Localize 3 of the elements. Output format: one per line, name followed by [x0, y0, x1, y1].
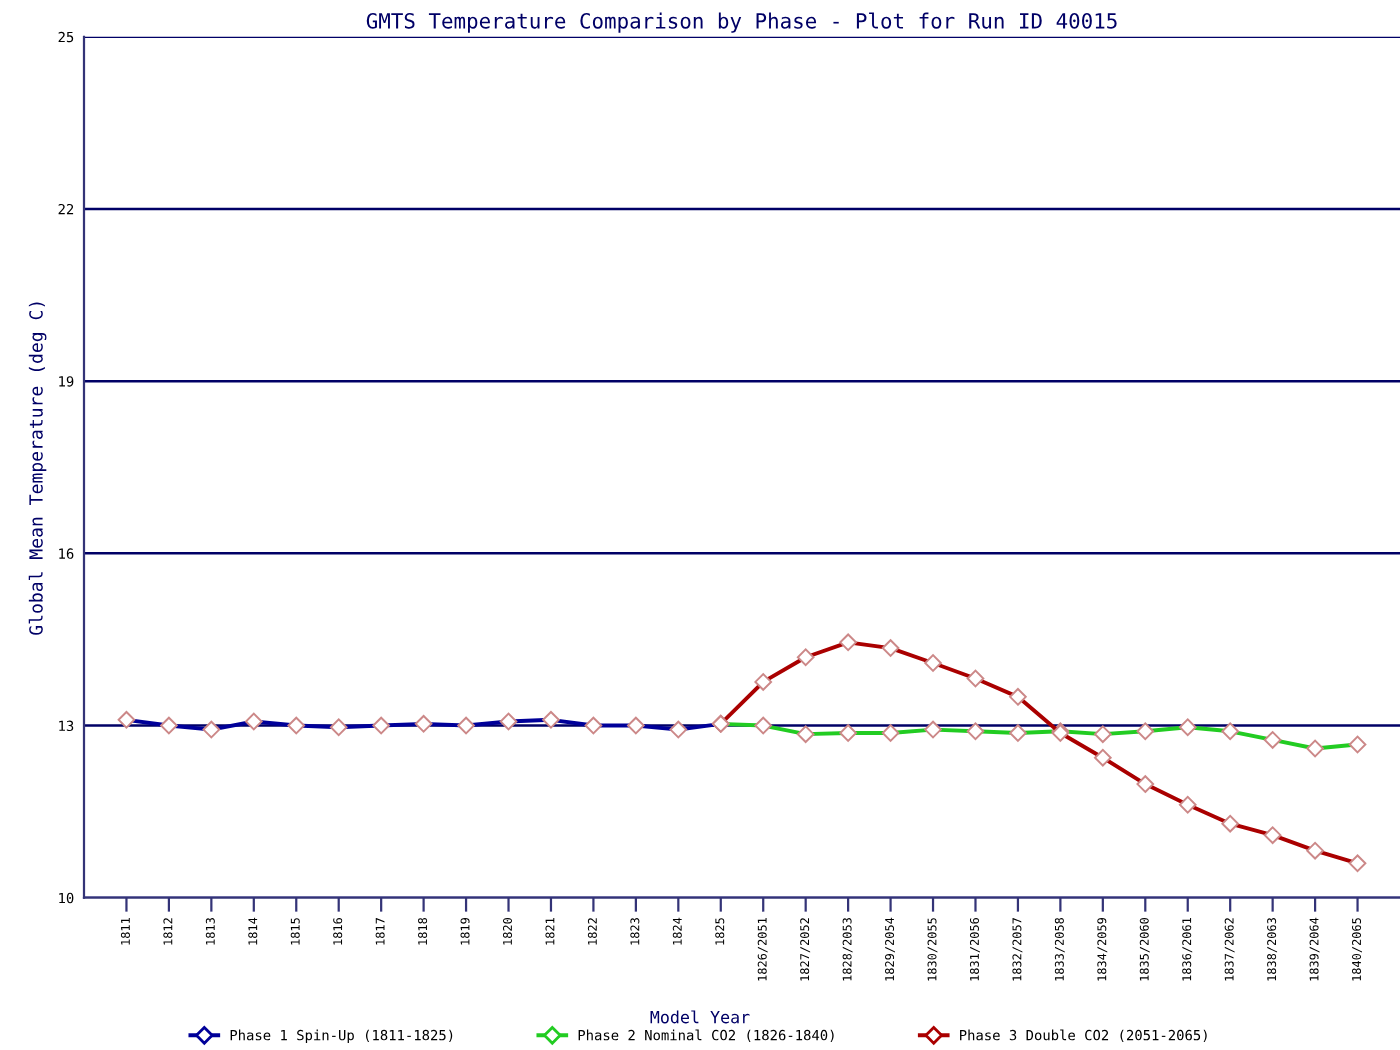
y-axis-title: Global Mean Temperature (deg C) [28, 302, 47, 635]
chart-title: GMTS Temperature Comparison by Phase - Plot for Run ID 40015 [366, 12, 1117, 33]
x-axis-title: Model Year [650, 1010, 750, 1024]
